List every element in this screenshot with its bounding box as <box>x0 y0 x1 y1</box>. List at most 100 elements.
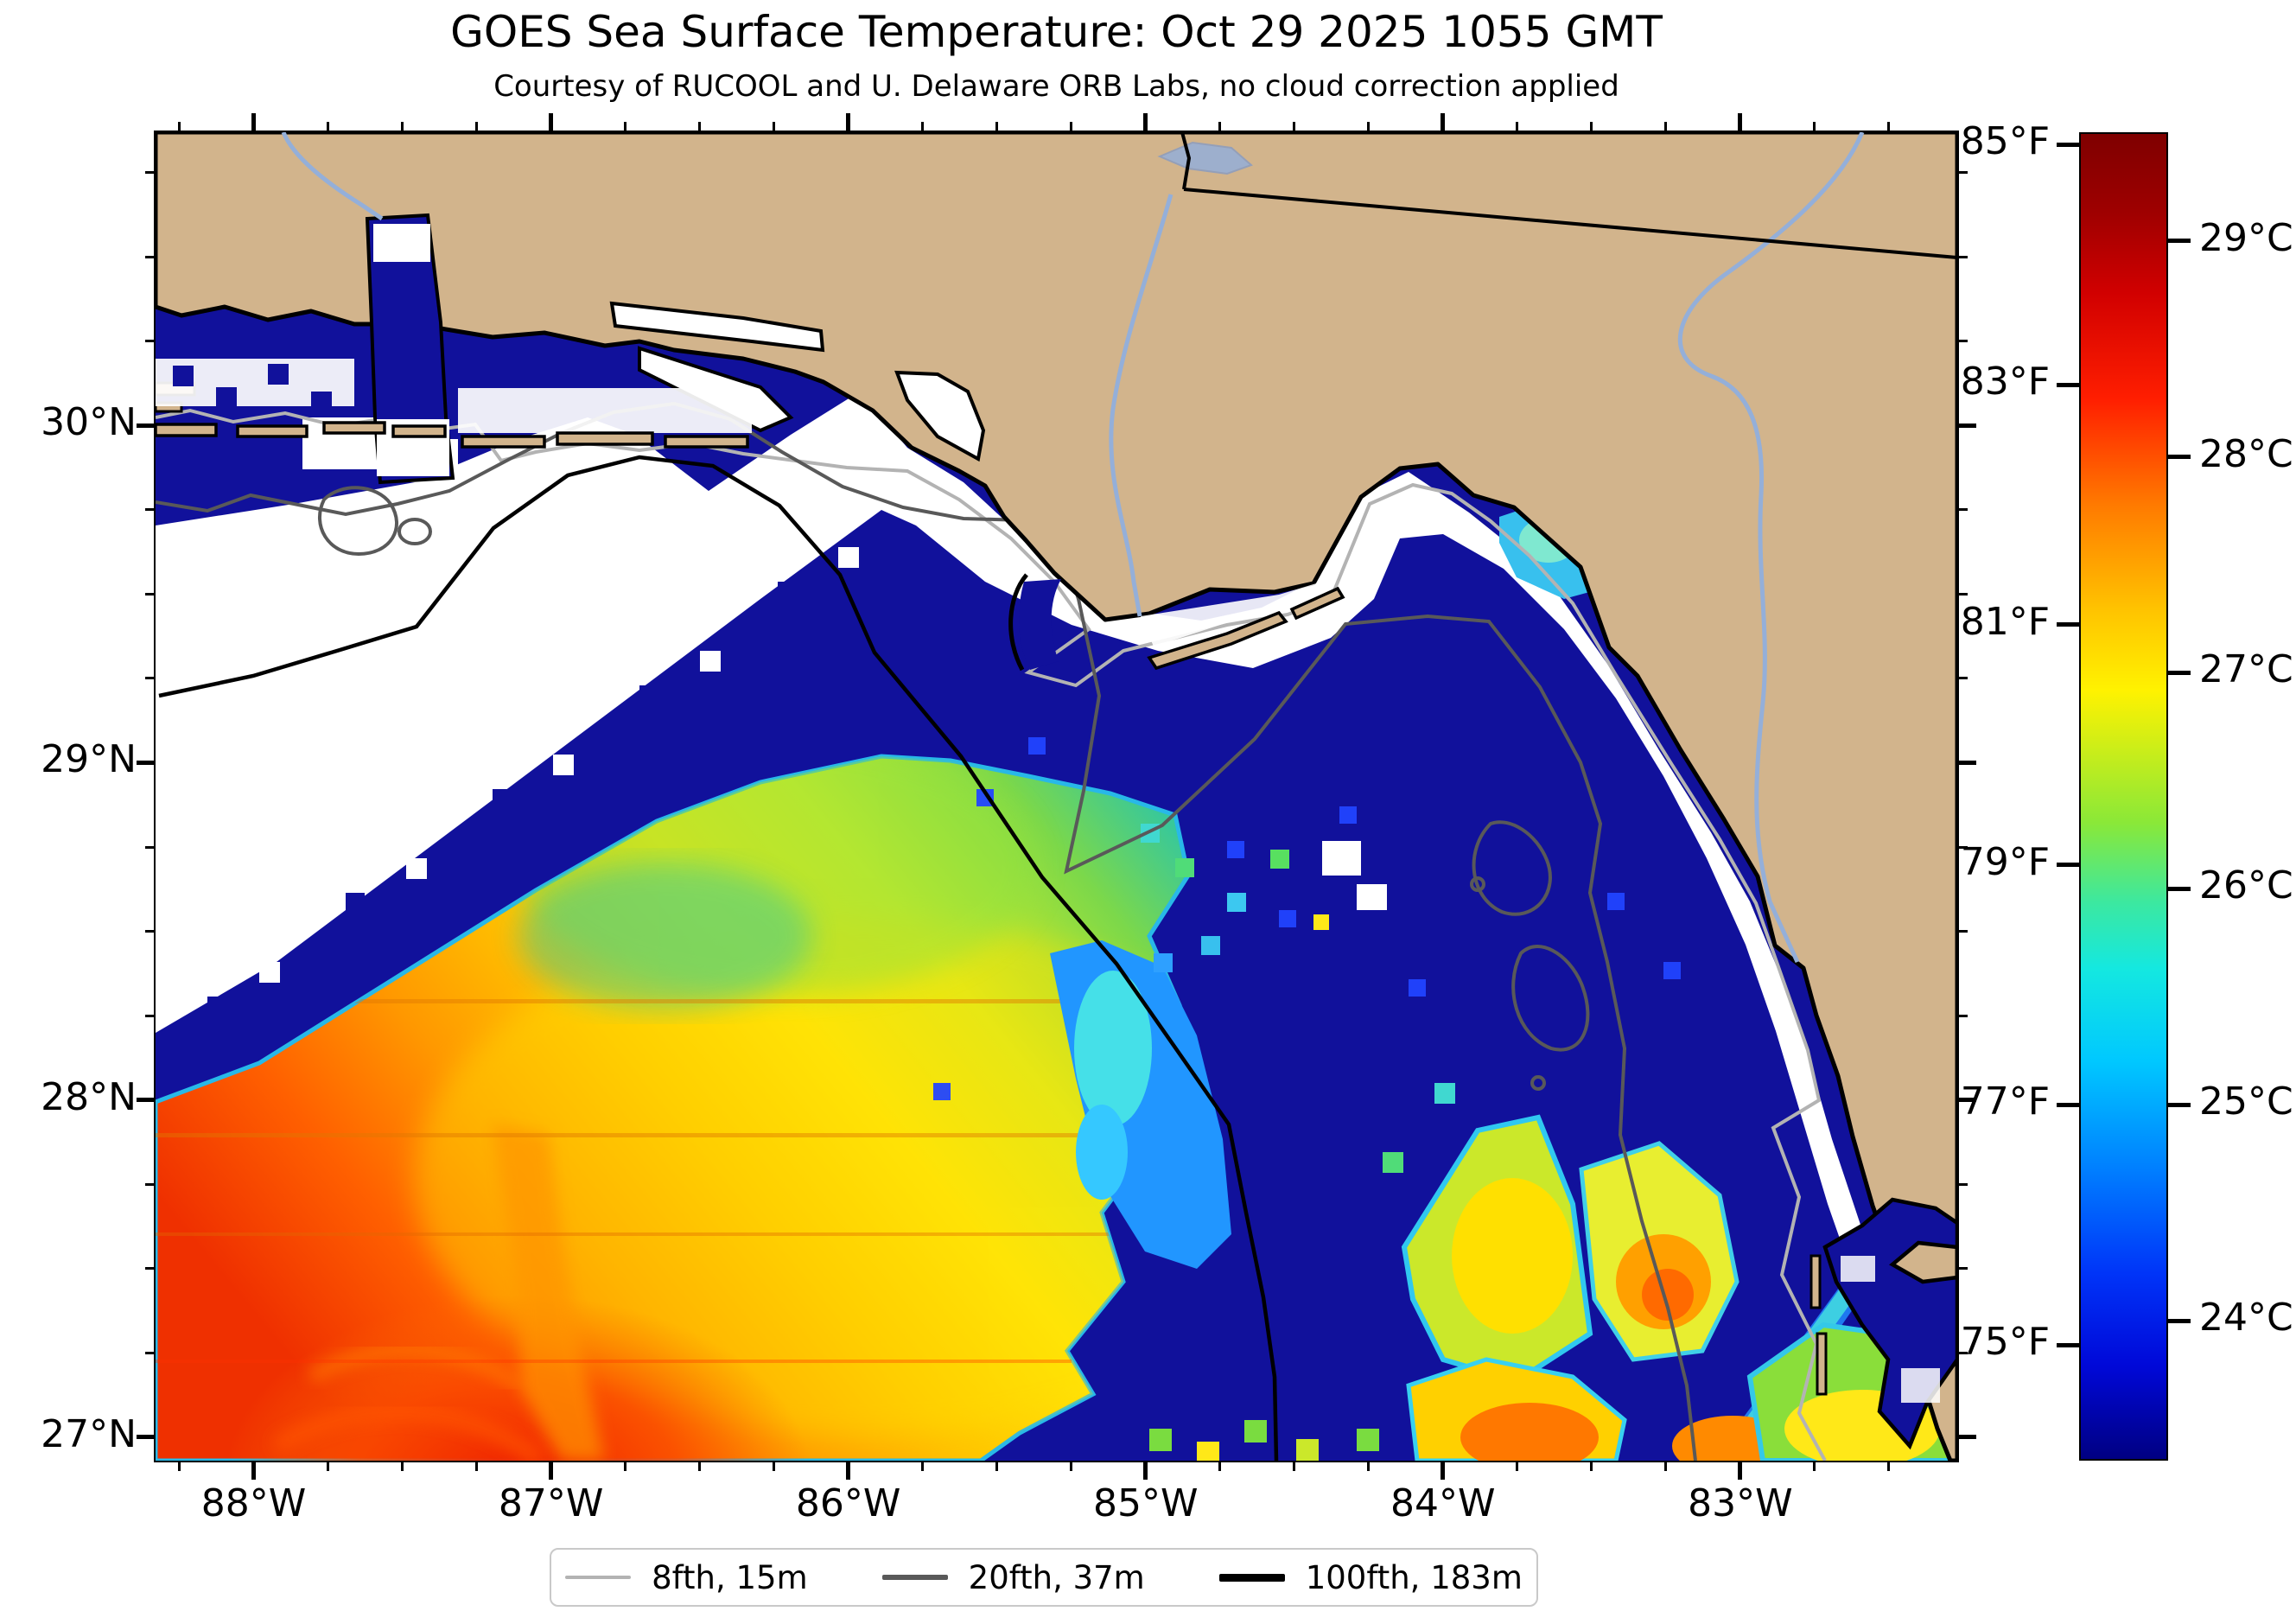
lat-major-tick <box>1957 423 1976 428</box>
lon-major-tick <box>1738 1461 1743 1480</box>
colorbar-f-label: 79°F <box>1960 839 2050 884</box>
land <box>156 132 1957 1461</box>
lat-minor-tick <box>1957 1351 1968 1354</box>
colorbar-f-label: 83°F <box>1960 360 2050 404</box>
lat-major-tick <box>137 760 156 765</box>
lon-minor-tick <box>1367 122 1371 132</box>
lon-minor-tick <box>995 122 999 132</box>
colorbar-gradient <box>2081 134 2166 1459</box>
lon-major-tick <box>1738 113 1743 132</box>
lon-minor-tick <box>327 122 330 132</box>
colorbar-c-label: 27°C <box>2199 647 2293 692</box>
lon-tick-label: 84°W <box>1390 1481 1496 1525</box>
coastal-bays <box>156 213 1957 1450</box>
lon-minor-tick <box>921 1461 925 1471</box>
lat-minor-tick <box>145 1351 156 1354</box>
lon-major-tick <box>846 1461 851 1480</box>
legend-label: 8fth, 15m <box>652 1558 808 1596</box>
lon-minor-tick <box>1516 122 1519 132</box>
lat-major-tick <box>137 1435 156 1440</box>
lat-minor-tick <box>1957 677 1968 680</box>
lat-minor-tick <box>1957 508 1968 512</box>
contour-100fth <box>158 455 1279 1461</box>
lon-minor-tick <box>1070 122 1073 132</box>
legend-label: 100fth, 183m <box>1305 1558 1523 1596</box>
lat-minor-tick <box>145 508 156 512</box>
lon-minor-tick <box>1887 1461 1891 1471</box>
colorbar-c-tick <box>2168 239 2191 244</box>
lat-tick-label: 27°N <box>41 1411 137 1456</box>
colorbar-c-tick <box>2168 886 2191 891</box>
lon-major-tick <box>1143 1461 1148 1480</box>
lat-minor-tick <box>1957 1182 1968 1186</box>
lat-minor-tick <box>1957 171 1968 175</box>
mobile-bay <box>365 213 455 485</box>
lon-minor-tick <box>1664 122 1668 132</box>
lon-minor-tick <box>1887 122 1891 132</box>
lat-minor-tick <box>145 255 156 258</box>
lon-minor-tick <box>698 122 702 132</box>
lat-minor-tick <box>1957 930 1968 933</box>
lon-minor-tick <box>1218 1461 1222 1471</box>
lon-tick-label: 86°W <box>795 1481 901 1525</box>
cloud-mask <box>156 392 1931 1461</box>
bathymetry-legend: 8fth, 15m 20fth, 37m 100fth, 183m <box>550 1548 1538 1607</box>
lat-minor-tick <box>1957 1014 1968 1017</box>
lat-minor-tick <box>145 171 156 175</box>
legend-item-1: 8fth, 15m <box>565 1559 808 1596</box>
rivers <box>281 132 1865 964</box>
lon-major-tick <box>549 113 554 132</box>
lon-minor-tick <box>773 1461 776 1471</box>
lon-major-tick <box>1441 113 1446 132</box>
colorbar-f-label: 77°F <box>1960 1079 2050 1124</box>
lon-tick-label: 83°W <box>1688 1481 1793 1525</box>
lat-tick-label: 28°N <box>41 1074 137 1119</box>
lon-major-tick <box>251 1461 257 1480</box>
lon-minor-tick <box>1218 122 1222 132</box>
lat-minor-tick <box>145 592 156 595</box>
colorbar-f-tick <box>2057 382 2079 387</box>
lat-minor-tick <box>1957 340 1968 343</box>
colorbar-f-tick <box>2057 622 2079 627</box>
legend-item-2: 20fth, 37m <box>881 1559 1145 1596</box>
lat-tick-label: 30°N <box>41 400 137 445</box>
lat-minor-tick <box>1957 1267 1968 1271</box>
lat-major-tick <box>1957 1435 1976 1440</box>
lon-tick-label: 87°W <box>498 1481 604 1525</box>
lon-minor-tick <box>401 1461 404 1471</box>
map-canvas <box>156 132 1957 1461</box>
lon-major-tick <box>846 113 851 132</box>
lon-minor-tick <box>178 1461 181 1471</box>
contour-8fth <box>156 408 1827 1461</box>
lon-minor-tick <box>1813 122 1816 132</box>
lon-minor-tick <box>1813 1461 1816 1471</box>
st-joseph-bay <box>1019 579 1061 670</box>
mobile-river <box>281 132 384 221</box>
map-plot <box>154 131 1959 1462</box>
lat-minor-tick <box>145 340 156 343</box>
choctawhatchee-bay <box>609 301 825 353</box>
chart-subtitle: Courtesy of RUCOOL and U. Delaware ORB L… <box>493 69 1619 104</box>
colorbar-c-tick <box>2168 1102 2191 1107</box>
apalachicola-river <box>1109 194 1173 617</box>
colorbar-f-tick <box>2057 142 2079 147</box>
lon-minor-tick <box>475 122 479 132</box>
suwannee-river <box>1677 132 1865 964</box>
lat-tick-label: 29°N <box>41 737 137 782</box>
sst-patches <box>933 504 1957 1461</box>
legend-line-swatch <box>1218 1573 1285 1582</box>
lon-minor-tick <box>1590 122 1593 132</box>
colorbar-f-label: 85°F <box>1960 119 2050 164</box>
colorbar <box>2079 132 2168 1461</box>
lon-minor-tick <box>1293 122 1296 132</box>
lon-major-tick <box>251 113 257 132</box>
lon-minor-tick <box>475 1461 479 1471</box>
lon-minor-tick <box>1516 1461 1519 1471</box>
lon-major-tick <box>549 1461 554 1480</box>
lon-minor-tick <box>773 122 776 132</box>
state-boundary <box>1180 132 1957 259</box>
lat-minor-tick <box>1957 845 1968 849</box>
colorbar-f-tick <box>2057 1342 2079 1347</box>
legend-line-swatch <box>881 1575 948 1580</box>
lon-minor-tick <box>995 1461 999 1471</box>
